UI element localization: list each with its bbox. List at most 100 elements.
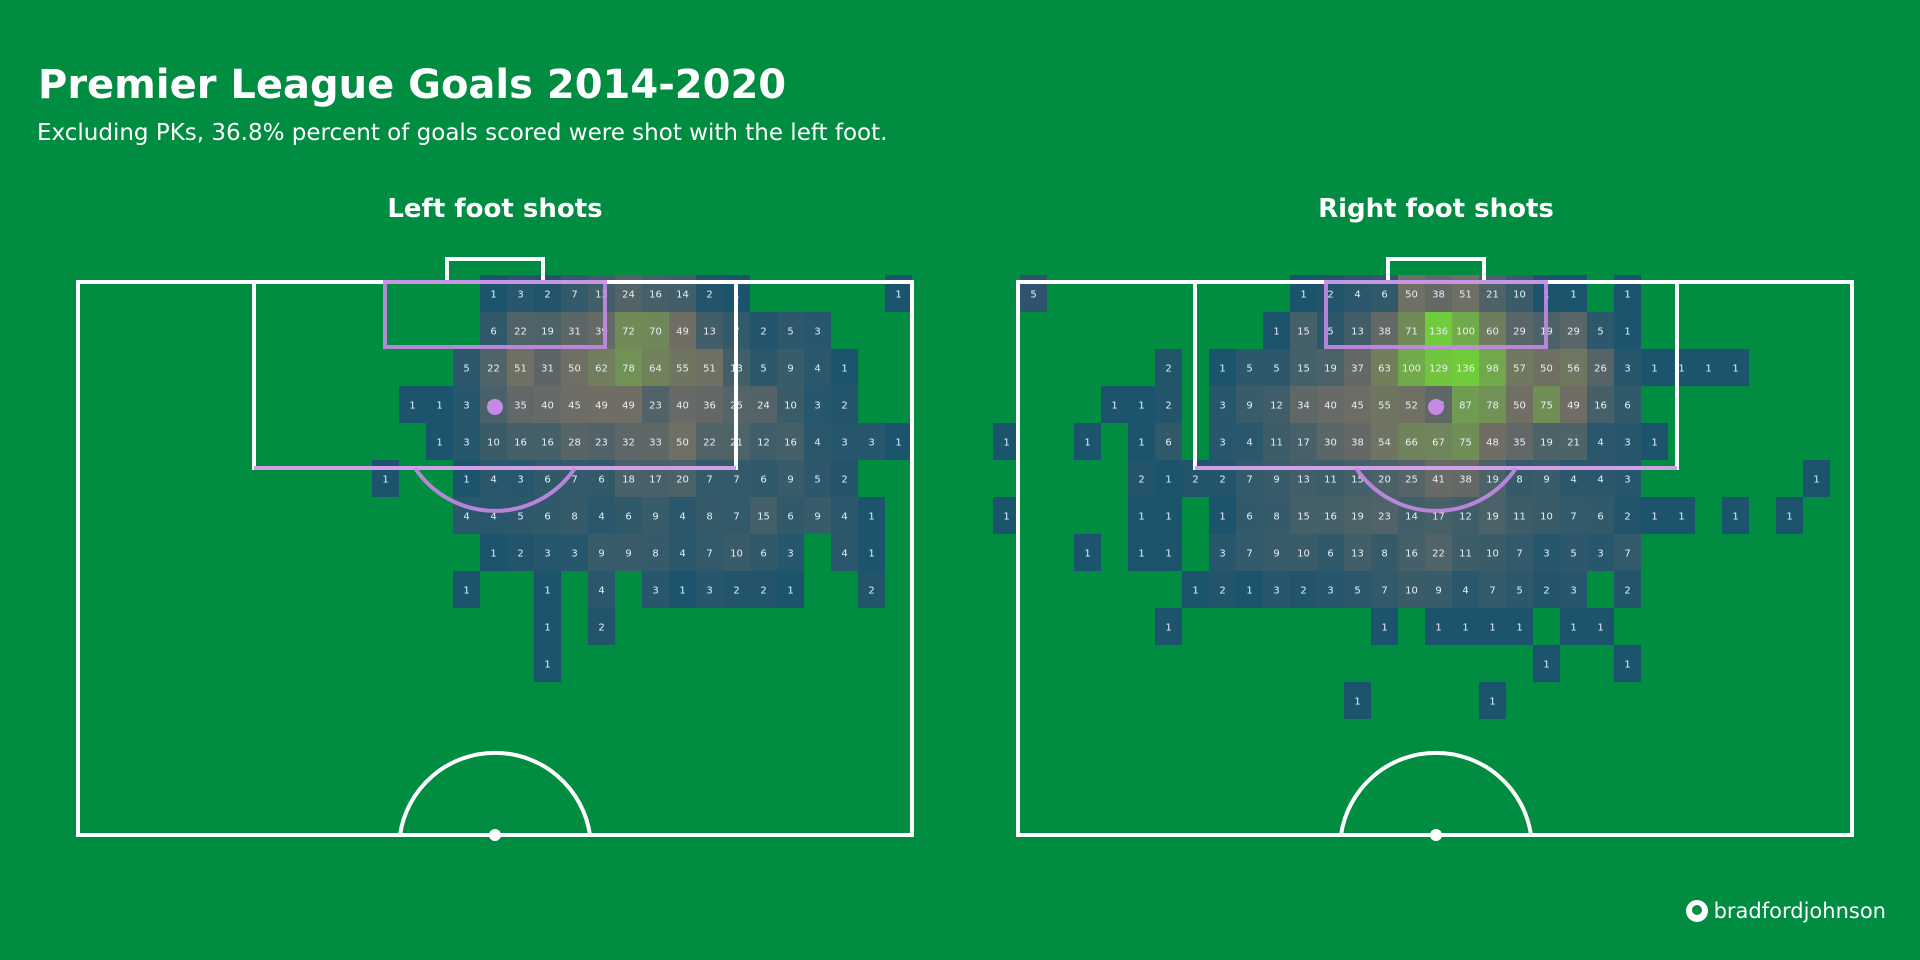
left-heatmap-cell xyxy=(993,497,1020,534)
right-cell-label: 5 xyxy=(1354,586,1360,597)
right-cell-label: 1 xyxy=(1651,364,1657,375)
right-heatmap-cell xyxy=(1452,312,1479,349)
left-cell-label: 1 xyxy=(490,290,496,301)
right-cell-label: 4 xyxy=(1246,438,1252,449)
left-cell-label: 36 xyxy=(703,401,716,412)
right-heatmap-cell xyxy=(1452,349,1479,386)
right-cell-label: 1 xyxy=(1111,401,1117,412)
right-heatmap-cell xyxy=(1425,534,1452,571)
left-heatmap-cell xyxy=(804,349,831,386)
right-heatmap-cell xyxy=(1479,497,1506,534)
right-heatmap-cell xyxy=(1533,386,1560,423)
left-heatmap-cell xyxy=(615,312,642,349)
right-cell-label: 1 xyxy=(1543,660,1549,671)
right-heatmap-cell xyxy=(1263,312,1290,349)
right-heatmap-cell xyxy=(1209,423,1236,460)
left-cell-label: 7 xyxy=(706,549,712,560)
right-cell-label: 16 xyxy=(1405,549,1418,560)
left-heatmap-cell xyxy=(399,386,426,423)
right-cell-label: 1 xyxy=(1624,327,1630,338)
left-heatmap-cell xyxy=(480,423,507,460)
right-cell-label: 9 xyxy=(1246,401,1252,412)
right-cell-label: 3 xyxy=(1219,401,1225,412)
left-cell-label: 1 xyxy=(544,660,550,671)
left-cell-label: 1 xyxy=(868,549,874,560)
right-heatmap-cell xyxy=(1263,386,1290,423)
right-heatmap-cell xyxy=(1344,571,1371,608)
right-heatmap-cell xyxy=(1317,386,1344,423)
right-heatmap-cell xyxy=(1155,497,1182,534)
left-cell-label: 4 xyxy=(598,586,604,597)
left-cell-label: 6 xyxy=(625,512,631,523)
right-cell-label: 10 xyxy=(1405,586,1418,597)
right-heatmap-cell xyxy=(1668,497,1695,534)
right-heatmap-cell xyxy=(1290,497,1317,534)
right-heatmap-cell xyxy=(1155,386,1182,423)
left-heatmap-cell xyxy=(723,571,750,608)
right-heatmap-cell xyxy=(1317,423,1344,460)
credit[interactable]: bradfordjohnson xyxy=(1685,899,1886,923)
left-cell-label: 15 xyxy=(757,512,770,523)
left-cell-label: 1 xyxy=(463,475,469,486)
right-heatmap-cell xyxy=(1560,608,1587,645)
left-cell-label: 33 xyxy=(649,438,662,449)
left-center-spot xyxy=(489,829,501,841)
right-heatmap-cell xyxy=(1317,349,1344,386)
left-cell-label: 51 xyxy=(514,364,527,375)
left-cell-label: 2 xyxy=(868,586,874,597)
left-cell-label: 28 xyxy=(568,438,581,449)
right-cell-label: 2 xyxy=(1624,512,1630,523)
left-heatmap-cell xyxy=(750,386,777,423)
right-heatmap-cell xyxy=(1155,349,1182,386)
right-cell-label: 50 xyxy=(1405,290,1418,301)
left-cell-label: 6 xyxy=(787,512,793,523)
left-heatmap-cell xyxy=(777,497,804,534)
right-cell-label: 67 xyxy=(1432,438,1445,449)
right-heatmap-cell xyxy=(1371,312,1398,349)
left-heatmap-cell xyxy=(588,608,615,645)
left-cell-label: 40 xyxy=(541,401,554,412)
right-cell-label: 48 xyxy=(1486,438,1499,449)
left-cell-label: 2 xyxy=(706,290,712,301)
right-cell-label: 1 xyxy=(1246,586,1252,597)
left-cell-label: 1 xyxy=(868,512,874,523)
right-cell-label: 4 xyxy=(1354,290,1360,301)
left-heatmap-cell xyxy=(561,423,588,460)
left-heatmap-cell xyxy=(669,386,696,423)
right-cell-label: 3 xyxy=(1543,549,1549,560)
left-cell-label: 7 xyxy=(706,475,712,486)
left-cell-label: 9 xyxy=(787,475,793,486)
left-heatmap-cell xyxy=(804,423,831,460)
right-heatmap-cell xyxy=(1641,497,1668,534)
right-heatmap-cell xyxy=(1668,349,1695,386)
right-cell-label: 1 xyxy=(1219,512,1225,523)
right-heatmap-cell xyxy=(1425,312,1452,349)
right-cell-label: 8 xyxy=(1516,475,1522,486)
left-heatmap-cell xyxy=(642,423,669,460)
right-heatmap-cell xyxy=(1614,571,1641,608)
right-heatmap-cell xyxy=(1587,608,1614,645)
right-heatmap-cell xyxy=(1128,423,1155,460)
right-heatmap-cell xyxy=(1560,349,1587,386)
right-cell-label: 129 xyxy=(1429,364,1448,375)
left-penalty-spot xyxy=(487,399,503,415)
right-cell-label: 1 xyxy=(1624,290,1630,301)
right-heatmap-cell xyxy=(1155,608,1182,645)
right-heatmap-cell xyxy=(1560,534,1587,571)
right-heatmap-cell xyxy=(1101,386,1128,423)
right-heatmap-cell xyxy=(1641,349,1668,386)
right-heatmap-cell xyxy=(1479,682,1506,719)
right-heatmap-cell xyxy=(1398,571,1425,608)
left-heatmap-cell xyxy=(642,534,669,571)
right-cell-label: 3 xyxy=(1624,475,1630,486)
right-cell-label: 1 xyxy=(1165,623,1171,634)
left-cell-label: 49 xyxy=(595,401,608,412)
right-cell-label: 49 xyxy=(1567,401,1580,412)
right-cell-label: 21 xyxy=(1567,438,1580,449)
right-heatmap-cell xyxy=(1614,645,1641,682)
right-cell-label: 5 xyxy=(1030,290,1036,301)
right-cell-label: 6 xyxy=(1165,438,1171,449)
right-heatmap-cell xyxy=(1506,534,1533,571)
right-cell-label: 3 xyxy=(1219,438,1225,449)
right-heatmap-cell xyxy=(1452,386,1479,423)
